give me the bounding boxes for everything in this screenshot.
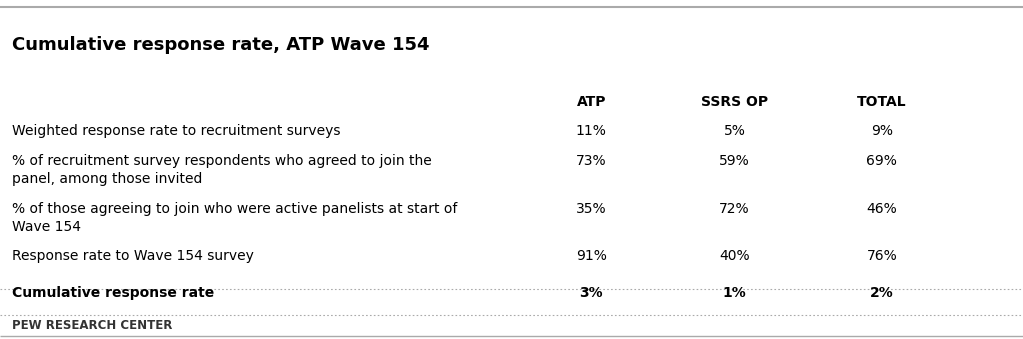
Text: 11%: 11% xyxy=(576,124,607,138)
Text: 1%: 1% xyxy=(722,286,747,300)
Text: 5%: 5% xyxy=(723,124,746,138)
Text: ATP: ATP xyxy=(577,95,606,109)
Text: 35%: 35% xyxy=(576,202,607,216)
Text: 46%: 46% xyxy=(866,202,897,216)
Text: 2%: 2% xyxy=(870,286,894,300)
Text: Cumulative response rate, ATP Wave 154: Cumulative response rate, ATP Wave 154 xyxy=(12,36,430,54)
Text: Cumulative response rate: Cumulative response rate xyxy=(12,286,215,300)
Text: 91%: 91% xyxy=(576,249,607,263)
Text: 3%: 3% xyxy=(579,286,604,300)
Text: TOTAL: TOTAL xyxy=(857,95,906,109)
Text: PEW RESEARCH CENTER: PEW RESEARCH CENTER xyxy=(12,319,173,332)
Text: 9%: 9% xyxy=(871,124,893,138)
Text: 69%: 69% xyxy=(866,154,897,168)
Text: Weighted response rate to recruitment surveys: Weighted response rate to recruitment su… xyxy=(12,124,341,138)
Text: Response rate to Wave 154 survey: Response rate to Wave 154 survey xyxy=(12,249,254,263)
Text: 59%: 59% xyxy=(719,154,750,168)
Text: 73%: 73% xyxy=(576,154,607,168)
Text: 40%: 40% xyxy=(719,249,750,263)
Text: 72%: 72% xyxy=(719,202,750,216)
Text: 76%: 76% xyxy=(866,249,897,263)
Text: SSRS OP: SSRS OP xyxy=(701,95,768,109)
Text: % of recruitment survey respondents who agreed to join the
panel, among those in: % of recruitment survey respondents who … xyxy=(12,154,432,186)
Text: % of those agreeing to join who were active panelists at start of
Wave 154: % of those agreeing to join who were act… xyxy=(12,202,457,234)
